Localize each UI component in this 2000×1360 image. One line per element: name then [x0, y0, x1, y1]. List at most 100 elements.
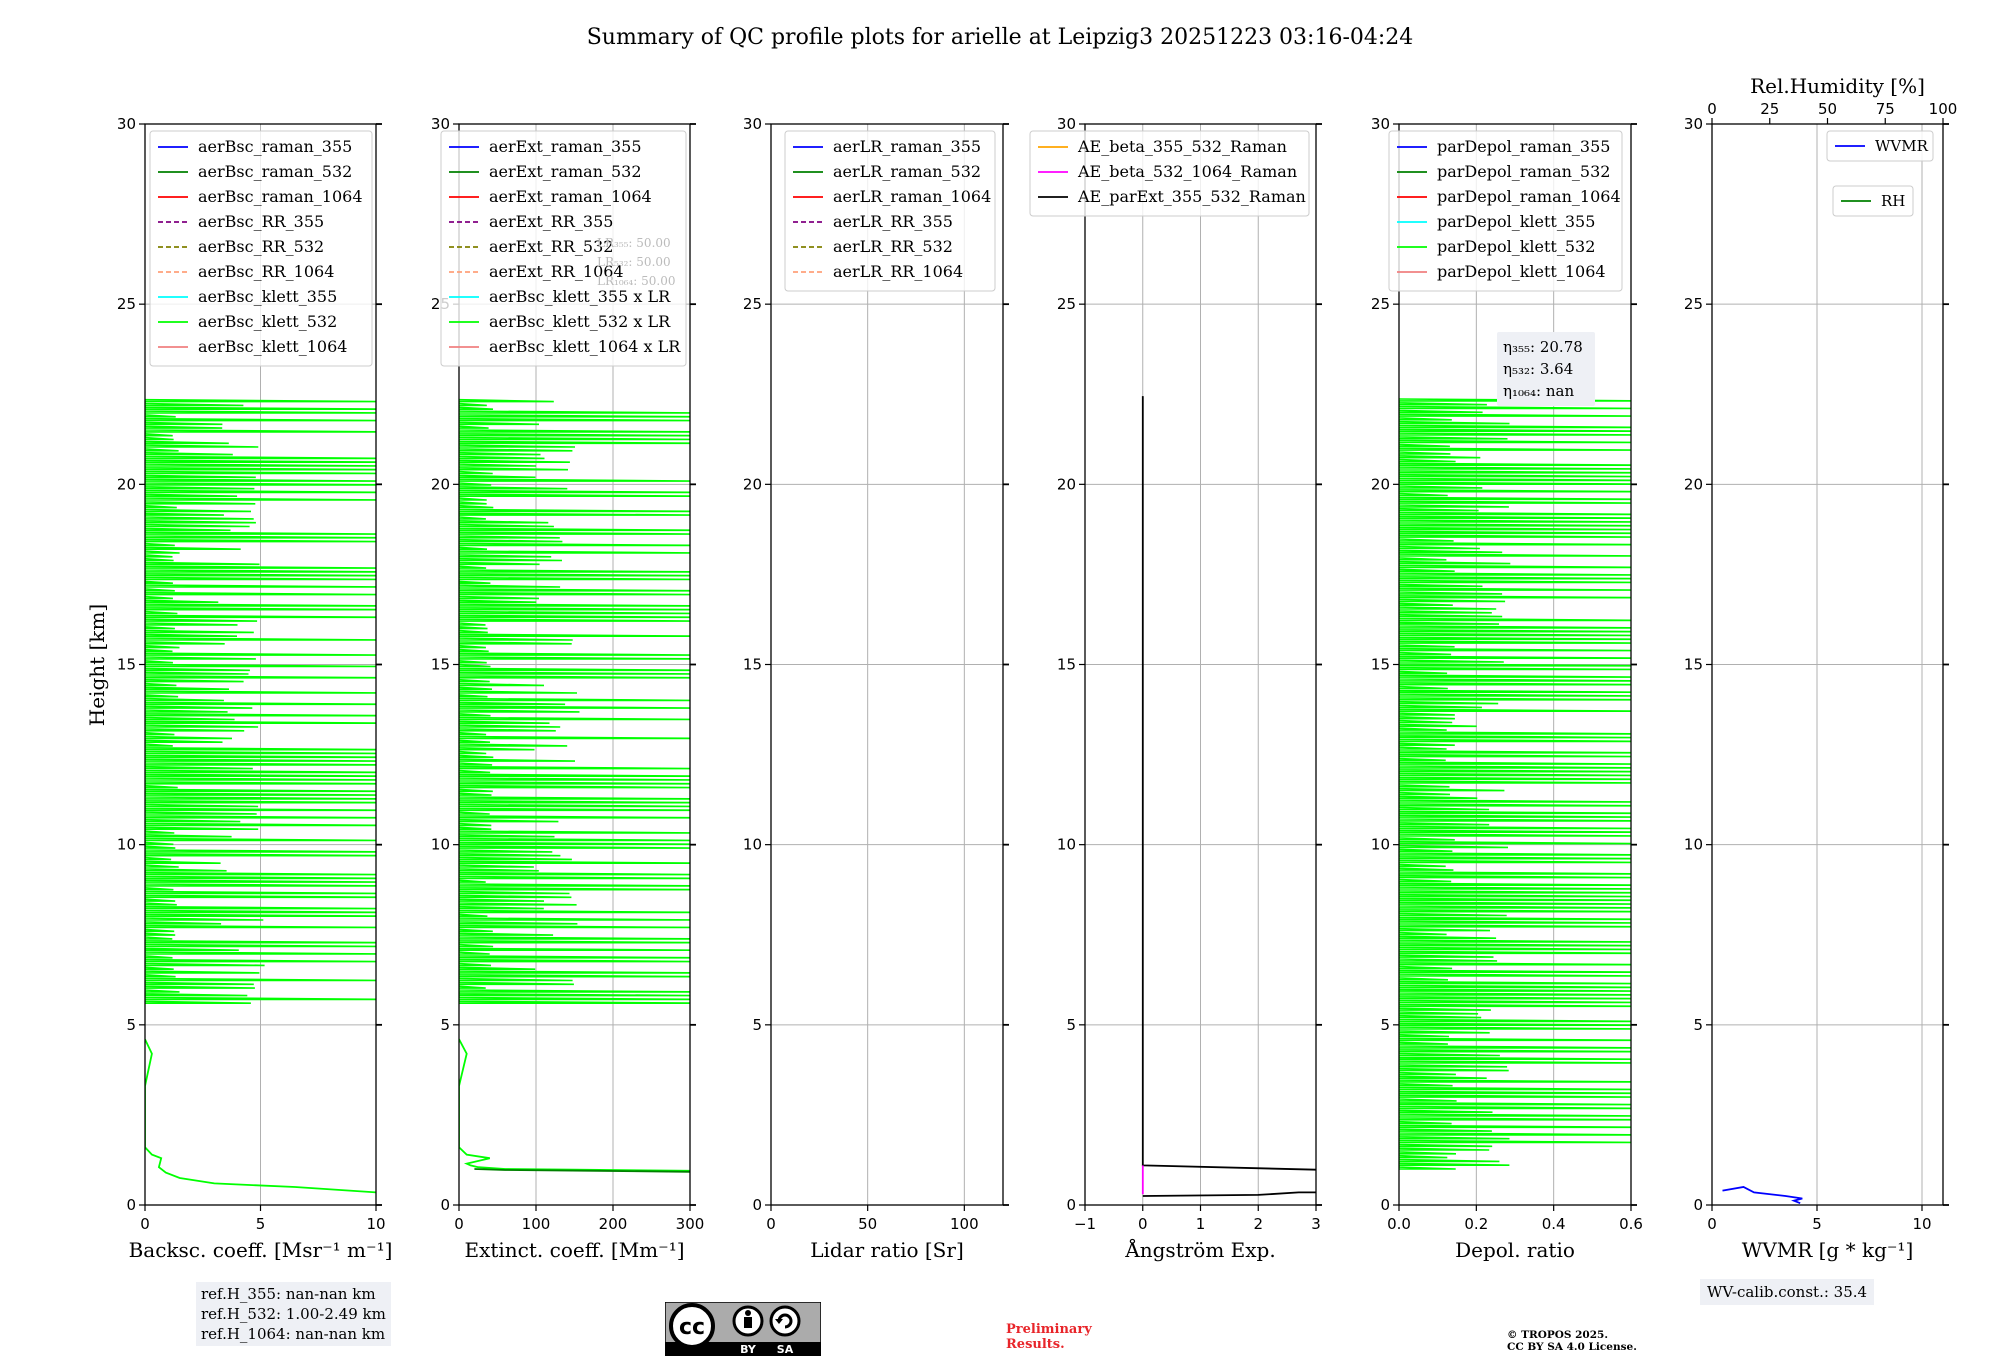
- legend-entry-aerLR_RR_355: aerLR_RR_355: [833, 212, 953, 231]
- ytick-label-wvmr: 0: [1693, 1196, 1703, 1214]
- legend-entry-parDepol_klett_532: parDepol_klett_532: [1437, 237, 1595, 256]
- lidar-ratio-annotation: LR₃₅₅: 50.00: [597, 236, 671, 250]
- series-line-bsc-0: [145, 1038, 376, 1194]
- ytick-label-ext: 15: [431, 656, 450, 674]
- legend-entry-aerExt_raman_1064: aerExt_raman_1064: [489, 187, 652, 206]
- legend-depol: parDepol_raman_355 parDepol_raman_532 parD…: [1388, 130, 1623, 292]
- ytick-label-depol: 20: [1371, 475, 1390, 493]
- xlabel-depol: Depol. ratio: [1455, 1238, 1575, 1262]
- ref-height-355: ref.H_355: nan-nan km: [201, 1285, 376, 1303]
- eta-annotation: η₅₃₂: 3.64: [1503, 360, 1573, 378]
- legend-entry-aerBsc_klett_532 x LR: aerBsc_klett_532 x LR: [489, 312, 671, 331]
- ytick-label-wvmr: 10: [1684, 836, 1703, 854]
- preliminary-line-1: Preliminary: [1006, 1322, 1092, 1337]
- xtick-label-bsc: 0: [140, 1215, 150, 1233]
- series-ext: [459, 398, 690, 1173]
- xtick-label-depol: 0.6: [1619, 1215, 1643, 1233]
- ytick-label-lr: 30: [743, 115, 762, 133]
- wv-calibration-box: WV-calib.const.: 35.4: [1700, 1279, 1875, 1305]
- ytick-label-wvmr: 15: [1684, 656, 1703, 674]
- legend-entry-aerBsc_klett_355: aerBsc_klett_355: [198, 287, 337, 306]
- ytick-label-ae: 30: [1057, 115, 1076, 133]
- series-depol: [1399, 398, 1631, 1170]
- legend-entry-parDepol_klett_355: parDepol_klett_355: [1437, 212, 1595, 231]
- xlabel-ext: Extinct. coeff. [Mm⁻¹]: [464, 1238, 684, 1262]
- xtick-label-ae: 2: [1253, 1215, 1263, 1233]
- xtick-label-wvmr: 10: [1912, 1215, 1931, 1233]
- ytick-label-bsc: 15: [117, 656, 136, 674]
- ytick-label-depol: 25: [1371, 295, 1390, 313]
- series-line-wvmr-0: [1722, 1186, 1803, 1205]
- ytick-label-lr: 5: [752, 1016, 762, 1034]
- legend-entry-aerExt_RR_355: aerExt_RR_355: [489, 212, 613, 231]
- ref-height-1064: ref.H_1064: nan-nan km: [201, 1325, 386, 1343]
- legend-entry-aerBsc_raman_355: aerBsc_raman_355: [198, 137, 352, 156]
- series-bsc: [145, 398, 376, 1194]
- cc-by-label: BY: [740, 1343, 757, 1356]
- ytick-label-wvmr: 30: [1684, 115, 1703, 133]
- legend-lr: aerLR_raman_355 aerLR_raman_532 aerLR_rama…: [784, 130, 996, 292]
- xlabel-lr: Lidar ratio [Sr]: [810, 1238, 964, 1262]
- ticks-lr: 0 5 10 15 20 25 30 0 50 100: [743, 115, 1009, 1233]
- ytick-label-lr: 15: [743, 656, 762, 674]
- ticks-bsc: 0 5 10 15 20 25 30 0 5 10: [117, 115, 386, 1233]
- ref-height-532: ref.H_532: 1.00-2.49 km: [201, 1305, 386, 1323]
- xtick-label-wvmr: 5: [1812, 1215, 1822, 1233]
- ytick-label-lr: 25: [743, 295, 762, 313]
- ytick-label-wvmr: 5: [1693, 1016, 1703, 1034]
- legend-entry-aerBsc_klett_355 x LR: aerBsc_klett_355 x LR: [489, 287, 671, 306]
- legend-entry-aerExt_RR_532: aerExt_RR_532: [489, 237, 613, 256]
- eta-annotation: η₁₀₆₄: nan: [1503, 382, 1574, 400]
- series-line-ae-0: [1141, 396, 1316, 1171]
- ytick-label-bsc: 5: [126, 1016, 136, 1034]
- series-line-ae-1: [1142, 1191, 1316, 1197]
- legend-entry-aerExt_RR_1064: aerExt_RR_1064: [489, 262, 624, 281]
- panel-lr: 0 5 10 15 20 25 30 0 50 100 Lidar ratio [Sr] aerLR_…: [743, 115, 1009, 1262]
- klett-532-noise-bsc: [145, 398, 376, 1004]
- legend-ae: AE_beta_355_532_Raman AE_beta_532_1064_Ra…: [1029, 130, 1310, 217]
- ytick-label-bsc: 20: [117, 475, 136, 493]
- ytick-label-bsc: 30: [117, 115, 136, 133]
- eta-annotation: η₃₅₅: 20.78: [1503, 338, 1583, 356]
- ytick-label-ae: 5: [1066, 1016, 1076, 1034]
- legend-entry-WVMR: WVMR: [1875, 137, 1929, 155]
- ytick-label-ae: 10: [1057, 836, 1076, 854]
- lidar-ratio-annotation: LR₁₀₆₄: 50.00: [597, 274, 675, 288]
- ytick-label-lr: 10: [743, 836, 762, 854]
- series-line-ext-1: [474, 1168, 690, 1173]
- preliminary-note: Preliminary Results.: [1006, 1322, 1092, 1352]
- copyright-line-2: CC BY SA 4.0 License.: [1507, 1341, 1637, 1353]
- ticks-depol: 0 5 10 15 20 25 30 0.0 0.2 0.4 0.6: [1371, 115, 1643, 1233]
- xtick-label-ae: 0: [1138, 1215, 1148, 1233]
- grid-ae: [1084, 123, 1317, 1206]
- cc-sa-label: SA: [777, 1343, 794, 1356]
- legend-entry-aerBsc_raman_532: aerBsc_raman_532: [198, 162, 352, 181]
- panel-depol: 0 5 10 15 20 25 30 0.0 0.2 0.4 0.6 Depol. ratio parD…: [1371, 115, 1643, 1262]
- legend-bsc: aerBsc_raman_355 aerBsc_raman_532 aerBsc_r…: [149, 130, 373, 367]
- ytick-label-bsc: 25: [117, 295, 136, 313]
- xtick-label-wvmr: 0: [1707, 1215, 1717, 1233]
- legend-entry-RH: RH: [1881, 192, 1905, 210]
- legend-entry-aerBsc_RR_355: aerBsc_RR_355: [198, 212, 324, 231]
- xlabel-bsc: Backsc. coeff. [Msr⁻¹ m⁻¹]: [129, 1238, 393, 1262]
- lidar-ratio-annotation: LR₅₃₂: 50.00: [597, 255, 671, 269]
- legend-entry-aerBsc_raman_1064: aerBsc_raman_1064: [198, 187, 363, 206]
- ytick-label-ext: 20: [431, 475, 450, 493]
- legend-entry-parDepol_raman_355: parDepol_raman_355: [1437, 137, 1610, 156]
- panel-bsc: 0 5 10 15 20 25 30 0 5 10 Backsc. coeff. [Msr⁻¹ m⁻…: [117, 115, 392, 1262]
- legend-entry-aerBsc_klett_1064: aerBsc_klett_1064: [198, 337, 347, 356]
- top-tick-label-rh: 100: [1929, 100, 1958, 118]
- series-wvmr: [1722, 1186, 1803, 1205]
- ytick-label-bsc: 0: [126, 1196, 136, 1214]
- wv-calibration-constant: WV-calib.const.: 35.4: [1707, 1283, 1868, 1301]
- xtick-label-depol: 0.4: [1542, 1215, 1566, 1233]
- legend-entry-parDepol_klett_1064: parDepol_klett_1064: [1437, 262, 1606, 281]
- ytick-label-lr: 0: [752, 1196, 762, 1214]
- xtick-label-ae: 3: [1311, 1215, 1321, 1233]
